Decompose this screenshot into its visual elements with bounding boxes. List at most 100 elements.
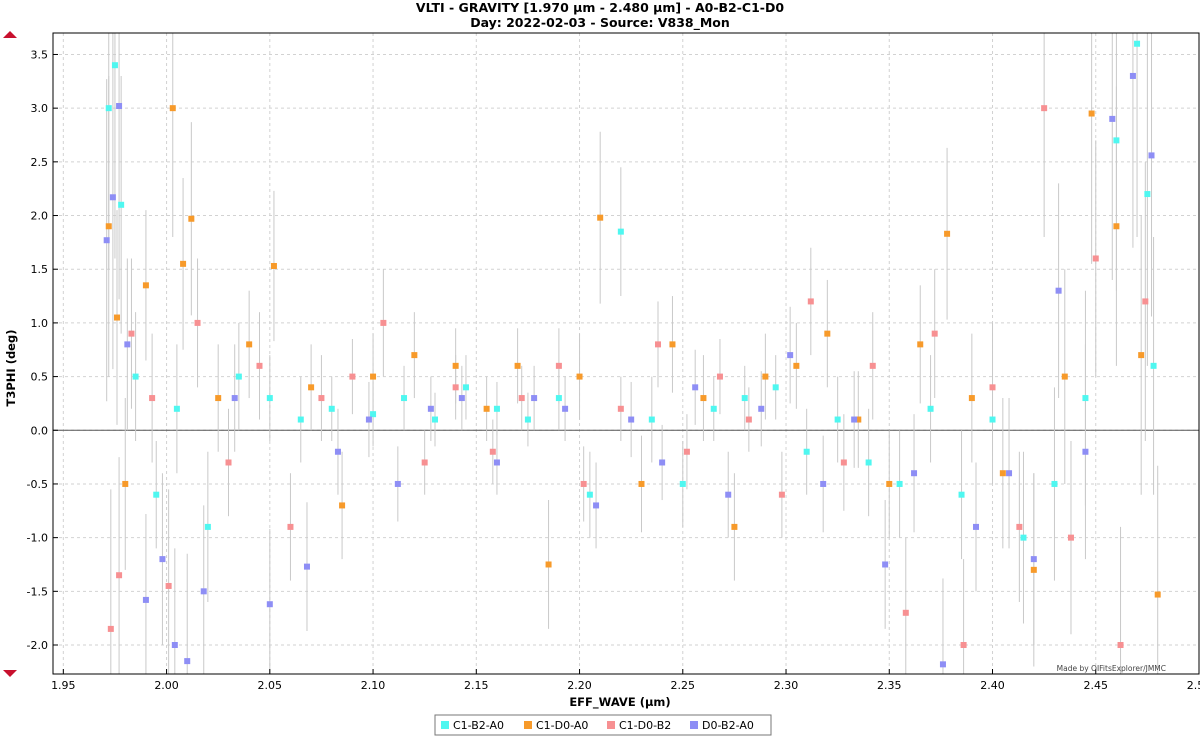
data-point — [287, 523, 294, 530]
data-point — [778, 491, 785, 498]
y-tick-label: -2.0 — [27, 639, 48, 652]
data-point — [188, 215, 195, 222]
data-point — [318, 395, 325, 402]
data-point — [107, 625, 114, 632]
data-point — [308, 384, 315, 391]
data-point — [116, 103, 123, 110]
x-axis-label: EFF_WAVE (µm) — [569, 695, 670, 710]
data-point — [1113, 223, 1120, 230]
x-tick-label: 2.00 — [154, 679, 179, 692]
data-point — [655, 341, 662, 348]
y-tick-label: 2.0 — [31, 210, 49, 223]
data-point — [586, 491, 593, 498]
data-point — [1006, 470, 1013, 477]
data-point — [215, 395, 222, 402]
data-point — [669, 341, 676, 348]
data-point — [171, 642, 178, 649]
data-point — [339, 502, 346, 509]
x-tick-label: 2.45 — [1084, 679, 1109, 692]
data-point — [787, 352, 794, 359]
data-point — [865, 459, 872, 466]
data-point — [820, 480, 827, 487]
data-point — [931, 330, 938, 337]
data-point — [960, 642, 967, 649]
data-point — [458, 395, 465, 402]
data-point — [411, 352, 418, 359]
data-point — [421, 459, 428, 466]
data-point — [225, 459, 232, 466]
data-point — [452, 362, 459, 369]
data-point — [169, 105, 176, 112]
x-tick-label: 2.15 — [464, 679, 489, 692]
data-point — [235, 373, 242, 380]
data-point — [1138, 352, 1145, 359]
data-point — [851, 416, 858, 423]
data-point — [514, 362, 521, 369]
y-tick-label: 0.5 — [31, 371, 49, 384]
data-point — [1055, 287, 1062, 294]
data-point — [142, 596, 149, 603]
data-point — [200, 588, 207, 595]
plot-border — [52, 32, 1200, 675]
data-point — [103, 237, 110, 244]
data-point — [165, 582, 172, 589]
data-point — [638, 480, 645, 487]
y-min-arrow-icon[interactable] — [3, 670, 17, 677]
y-tick-label: 0.0 — [31, 424, 49, 437]
data-point — [328, 405, 335, 412]
data-point — [679, 480, 686, 487]
data-point — [716, 373, 723, 380]
data-point — [1082, 448, 1089, 455]
data-point — [270, 262, 277, 269]
data-point — [1020, 534, 1027, 541]
data-point — [772, 384, 779, 391]
data-point — [745, 416, 752, 423]
data-point — [886, 480, 893, 487]
data-point — [659, 459, 666, 466]
legend-entry: C1-D0-B2 — [619, 719, 671, 732]
data-point — [114, 314, 121, 321]
data-point — [109, 194, 116, 201]
data-point — [968, 395, 975, 402]
data-point — [958, 491, 965, 498]
data-point — [882, 561, 889, 568]
x-tick-label: 2.40 — [980, 679, 1005, 692]
data-point — [972, 523, 979, 530]
plot-background — [53, 33, 1199, 674]
data-point — [518, 395, 525, 402]
data-point — [194, 319, 201, 326]
data-point — [824, 330, 831, 337]
data-point — [118, 201, 125, 208]
data-point — [246, 341, 253, 348]
data-point — [111, 62, 118, 69]
y-tick-label: -0.5 — [27, 478, 48, 491]
data-point — [617, 405, 624, 412]
data-point — [989, 384, 996, 391]
data-point — [593, 502, 600, 509]
legend-swatch — [524, 721, 532, 729]
data-point — [116, 572, 123, 579]
data-point — [545, 561, 552, 568]
data-point — [683, 448, 690, 455]
data-point — [394, 480, 401, 487]
data-point — [917, 341, 924, 348]
y-max-arrow-icon[interactable] — [3, 31, 17, 38]
data-point — [1109, 115, 1116, 122]
plot-frame — [52, 32, 1200, 675]
data-point — [1092, 255, 1099, 262]
x-tick-label: 2.05 — [258, 679, 283, 692]
data-point — [999, 470, 1006, 477]
data-point — [1134, 40, 1141, 47]
data-point — [105, 223, 112, 230]
data-points — [103, 40, 1161, 668]
data-point — [401, 395, 408, 402]
data-point — [869, 362, 876, 369]
data-point — [741, 395, 748, 402]
data-point — [489, 448, 496, 455]
y-axis-label: T3PHI (deg) — [4, 330, 18, 407]
y-tick-label: -1.0 — [27, 532, 48, 545]
data-point — [762, 373, 769, 380]
data-point — [648, 416, 655, 423]
data-point — [1051, 480, 1058, 487]
